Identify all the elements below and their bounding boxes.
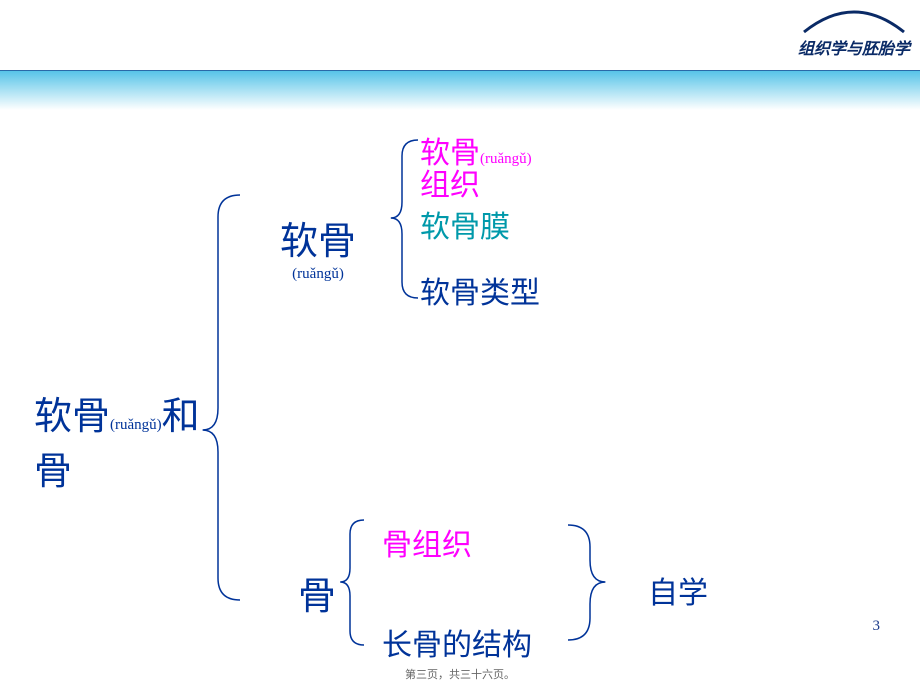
slide: 组织学与胚胎学 软骨(ruǎngǔ)和骨 软骨 (ruǎngǔ) 骨 软骨(ru… — [0, 0, 920, 690]
brace-right-close — [0, 0, 920, 690]
self-study-label: 自学 — [648, 568, 708, 612]
footer-text: 第三页，共三十六页。 — [0, 666, 920, 682]
page-number: 3 — [873, 618, 881, 635]
